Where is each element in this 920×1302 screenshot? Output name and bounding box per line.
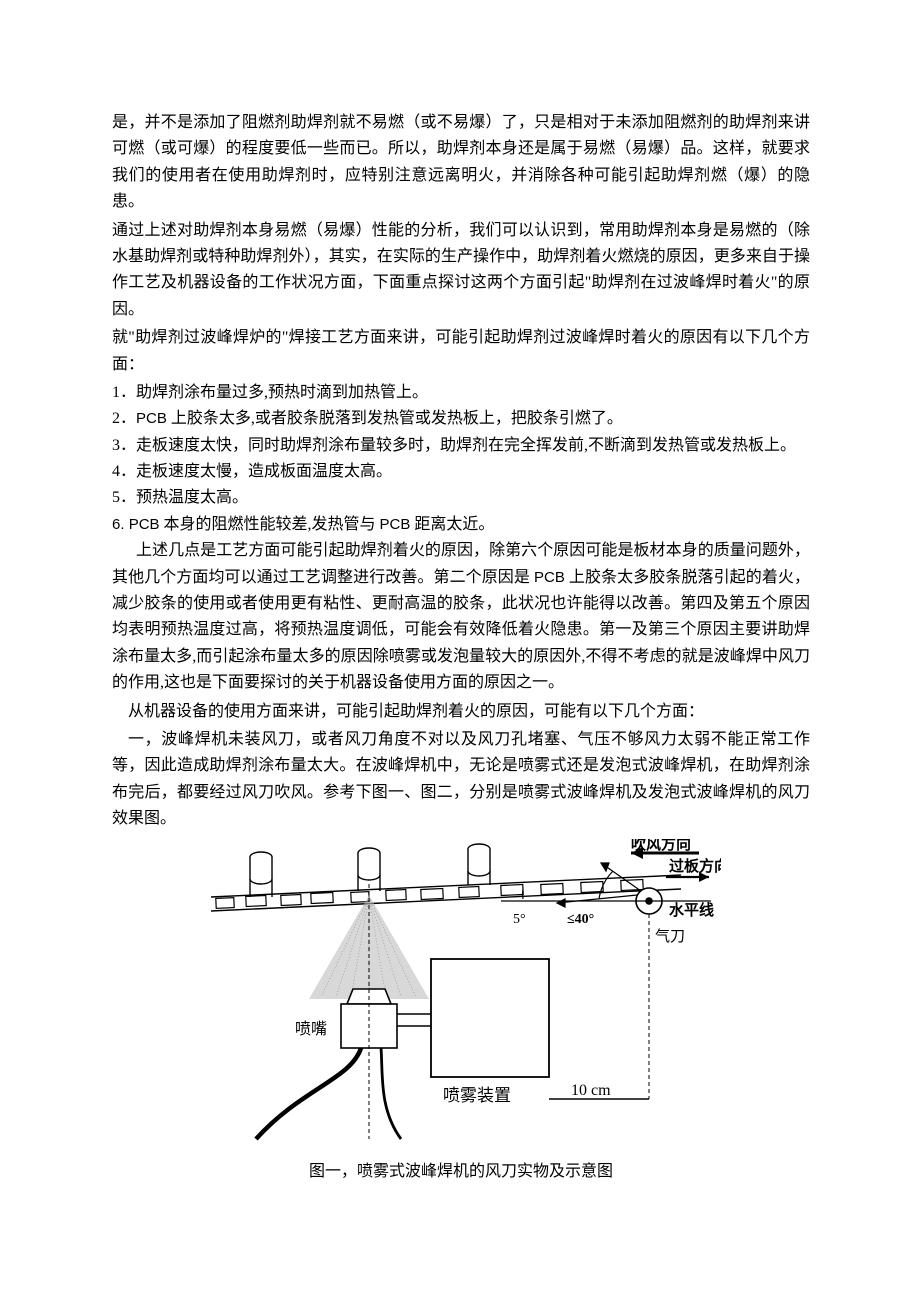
li6-pcb: PCB <box>129 516 160 533</box>
label-5deg: 5° <box>513 912 526 927</box>
li2-num: 2． <box>112 410 136 427</box>
label-board-dir: 过板方向 <box>669 857 721 875</box>
label-distance: 10 cm <box>571 1082 611 1099</box>
label-horizon: 水平线 <box>669 901 714 919</box>
document-page: 是，并不是添加了阻燃剂助焊剂就不易燃（或不易爆）了，只是相对于未添加阻燃剂的助焊… <box>0 0 920 1275</box>
spray-device-box <box>431 959 549 1077</box>
figure-1: 吹风方向 过板方向 水平线 气刀 5° ≤40° 喷嘴 喷雾装置 10 cm 图… <box>112 839 810 1186</box>
label-40deg: ≤40° <box>567 912 594 927</box>
li6-num: 6. <box>112 516 129 533</box>
paragraph-6: 一，波峰焊机未装风刀，或者风刀角度不对以及风刀孔堵塞、气压不够风力太弱不能正常工… <box>112 727 810 833</box>
list-item-5: 5．预热温度太高。 <box>112 485 810 511</box>
paragraph-2: 通过上述对助焊剂本身易燃（易爆）性能的分析，我们可以认识到，常用助焊剂本身是易燃… <box>112 218 810 324</box>
list-item-2: 2．PCB 上胶条太多,或者胶条脱落到发热管或发热板上，把胶条引燃了。 <box>112 406 810 432</box>
list-item-4: 4．走板速度太慢，造成板面温度太高。 <box>112 459 810 485</box>
list-item-6: 6. PCB 本身的阻燃性能较差,发热管与 PCB 距离太近。 <box>112 512 810 538</box>
li6-mid: 本身的阻燃性能较差,发热管与 <box>160 516 380 533</box>
paragraph-5: 从机器设备的使用方面来讲，可能引起助焊剂着火的原因，可能有以下几个方面： <box>112 699 810 725</box>
paragraph-3: 就"助焊剂过波峰焊炉的"焊接工艺方面来讲，可能引起助焊剂过波峰焊时着火的原因有以… <box>112 325 810 378</box>
label-nozzle: 喷嘴 <box>295 1020 327 1038</box>
figure-1-svg: 吹风方向 过板方向 水平线 气刀 5° ≤40° 喷嘴 喷雾装置 10 cm <box>201 839 721 1144</box>
list-item-3: 3．走板速度太快，同时助焊剂涂布量较多时，助焊剂在完全挥发前,不断滴到发热管或发… <box>112 433 810 459</box>
paragraph-4: 上述几点是工艺方面可能引起助焊剂着火的原因，除第六个原因可能是板材本身的质量问题… <box>112 538 810 696</box>
p4-pcb: PCB <box>534 569 565 586</box>
list-item-1: 1．助焊剂涂布量过多,预热时滴到加热管上。 <box>112 380 810 406</box>
li2-post: 上胶条太多,或者胶条脱落到发热管或发热板上，把胶条引燃了。 <box>167 410 623 427</box>
figure-1-caption: 图一，喷雾式波峰焊机的风刀实物及示意图 <box>112 1159 810 1185</box>
li6-end: 距离太近。 <box>410 516 494 533</box>
li6-pcb2: PCB <box>380 516 411 533</box>
li2-pcb: PCB <box>136 410 167 427</box>
p4-b: 上胶条太多胶条脱落引起的着火，减少胶条的使用或者使用更有粘性、更耐高温的胶条，此… <box>112 569 810 692</box>
paragraph-1: 是，并不是添加了阻燃剂助焊剂就不易燃（或不易爆）了，只是相对于未添加阻燃剂的助焊… <box>112 110 810 216</box>
label-air-knife: 气刀 <box>655 928 685 945</box>
label-blow-dir: 吹风方向 <box>631 839 691 853</box>
label-spray-device: 喷雾装置 <box>443 1086 511 1105</box>
